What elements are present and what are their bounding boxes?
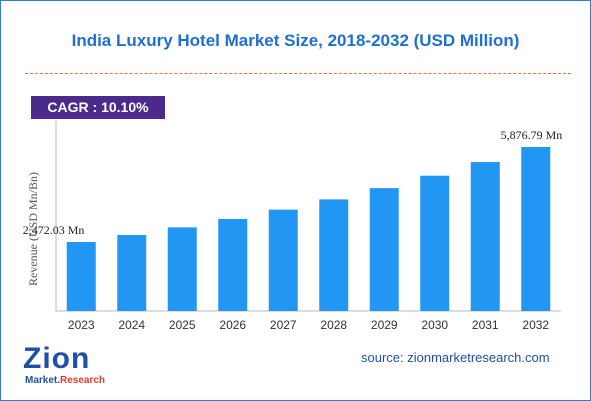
zion-logo: Zion Market.Research [23,344,133,394]
bar-2028 [319,199,349,311]
source-text: source: zionmarketresearch.com [361,350,550,365]
x-tick-2023: 2023 [68,318,95,332]
logo-word: Zion [23,342,91,375]
bar-2027 [268,209,298,311]
data-label-2032: 5,876.79 Mn [501,128,563,142]
bar-2023 [66,242,96,311]
y-axis-label: Revenue (USD Mn/Bn) [26,172,40,286]
bar-2026 [218,218,248,311]
x-tick-2030: 2030 [421,318,448,332]
bar-2029 [369,188,399,311]
bars-group [66,146,551,311]
bar-2032 [521,146,551,311]
x-tick-2026: 2026 [219,318,246,332]
logo-sub-research: Research [60,375,106,386]
bar-chart: Revenue (USD Mn/Bn) 2023 2024 2025 2026 2027… [23,121,563,332]
title-divider [25,73,571,74]
x-tick-labels: 2023 2024 2025 2026 2027 2028 2029 2030 2031 2032 [68,318,550,332]
x-tick-2031: 2031 [472,318,499,332]
bar-2030 [420,175,450,311]
x-tick-2024: 2024 [118,318,145,332]
chart-title: India Luxury Hotel Market Size, 2018-203… [71,31,520,50]
x-tick-2025: 2025 [169,318,196,332]
x-tick-2028: 2028 [320,318,347,332]
logo-sub-market: Market. [25,375,61,386]
x-tick-2029: 2029 [371,318,398,332]
logo-subtitle: Market.Research [25,375,105,386]
bar-2031 [470,162,500,311]
data-label-2023: 2,472.03 Mn [23,223,85,237]
bar-2025 [167,227,197,311]
x-tick-2027: 2027 [270,318,297,332]
x-tick-2032: 2032 [522,318,549,332]
cagr-badge: CAGR : 10.10% [31,96,165,119]
data-labels: 2,472.03 Mn 5,876.79 Mn [23,128,563,237]
bar-2024 [117,235,147,311]
